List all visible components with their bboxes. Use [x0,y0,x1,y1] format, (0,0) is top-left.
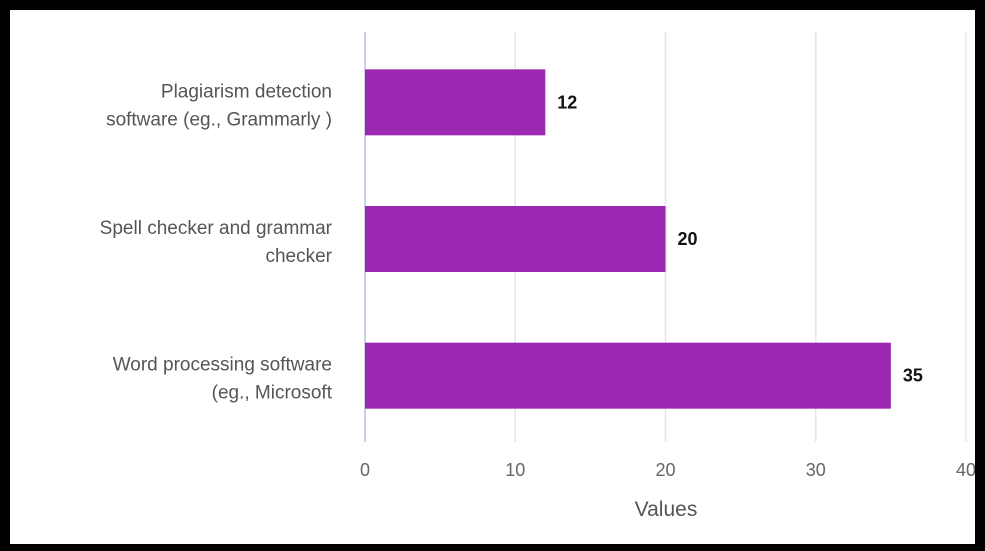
category-label-line: software (eg., Grammarly ) [106,109,332,130]
category-label-line: Spell checker and grammar [100,218,333,239]
data-label: 20 [678,229,698,249]
data-label: 35 [903,366,923,386]
data-labels: 12 20 35 [557,92,923,385]
x-tick-label: 40 [956,460,975,480]
x-tick-labels: 0 10 20 30 40 [360,460,975,480]
x-tick-label: 20 [655,460,675,480]
bars [365,69,891,409]
category-label: Word processing software (eg., Microsoft [113,355,333,404]
category-label: Spell checker and grammar checker [100,218,333,267]
x-tick-label: 10 [505,460,525,480]
bar [365,206,666,272]
bar [365,342,891,409]
x-tick-label: 30 [806,460,826,480]
data-label: 12 [557,92,577,112]
bar [365,69,546,136]
bar-chart: 12 20 35 Plagiarism detection software (eg.… [100,32,975,521]
chart-frame: 12 20 35 Plagiarism detection software (eg.… [10,10,975,544]
category-label-line: checker [265,246,332,267]
category-label-line: Plagiarism detection [161,81,332,102]
x-axis-title: Values [635,498,698,521]
category-label-line: (eg., Microsoft [212,383,333,404]
category-labels: Plagiarism detection software (eg., Gramm… [100,81,333,403]
category-label-line: Word processing software [113,355,332,376]
category-label: Plagiarism detection software (eg., Gramm… [106,81,332,130]
x-tick-label: 0 [360,460,370,480]
